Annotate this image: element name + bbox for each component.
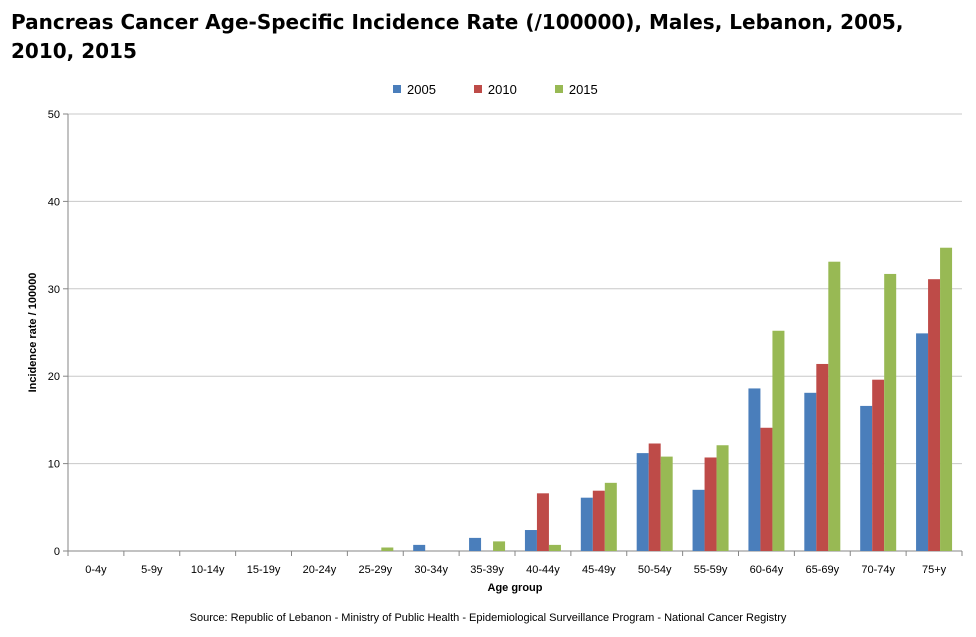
x-tick-label: 75+y <box>922 564 947 576</box>
bar-2010 <box>760 427 773 551</box>
legend: 2005 2010 2015 <box>393 80 636 98</box>
bar-2005 <box>748 388 761 551</box>
x-tick-label: 35-39y <box>470 564 504 576</box>
legend-label-2005: 2005 <box>407 81 436 97</box>
bar-2015 <box>716 445 729 551</box>
bar-2005 <box>916 333 929 551</box>
x-tick-label: 65-69y <box>805 564 839 576</box>
x-tick-label: 0-4y <box>85 564 107 576</box>
x-tick-label: 10-14y <box>191 564 225 576</box>
bar-2010 <box>704 457 717 551</box>
y-tick-label: 10 <box>48 459 60 471</box>
bar-2010 <box>872 379 885 551</box>
bar-2005 <box>524 530 537 551</box>
bar-2005 <box>580 497 593 551</box>
x-tick-label: 20-24y <box>303 564 337 576</box>
bar-2015 <box>884 273 897 551</box>
bar-2010 <box>592 490 605 551</box>
x-tick-label: 15-19y <box>247 564 281 576</box>
bar-2010 <box>816 363 829 551</box>
legend-item-2005: 2005 <box>393 82 436 97</box>
x-tick-label: 50-54y <box>638 564 672 576</box>
bar-2015 <box>381 547 394 551</box>
legend-swatch-2005 <box>393 85 401 93</box>
x-tick-label: 60-64y <box>750 564 784 576</box>
source-note: Source: Republic of Lebanon - Ministry o… <box>189 612 787 624</box>
bar-2005 <box>469 537 482 551</box>
x-tick-label: 5-9y <box>141 564 163 576</box>
bar-2005 <box>636 453 649 551</box>
x-tick-label: 45-49y <box>582 564 616 576</box>
legend-item-2015: 2015 <box>554 81 598 97</box>
x-tick-label: 70-74y <box>861 564 895 576</box>
y-tick-label: 0 <box>54 546 60 558</box>
bar-2010 <box>536 493 549 551</box>
bar-2015 <box>660 456 673 551</box>
x-tick-label: 40-44y <box>526 564 560 576</box>
bar-2015 <box>548 544 561 551</box>
bar-2015 <box>772 330 785 551</box>
x-axis-title: Age group <box>488 582 543 594</box>
y-tick-label: 30 <box>48 284 60 296</box>
bar-2015 <box>940 247 953 552</box>
x-tick-label: 55-59y <box>694 564 728 576</box>
bar-2005 <box>413 544 426 551</box>
bar-2015 <box>604 482 617 551</box>
bar-2005 <box>860 405 873 551</box>
x-tick-label: 30-34y <box>414 564 448 576</box>
legend-swatch-2010 <box>473 85 482 93</box>
y-tick-label: 40 <box>48 196 60 208</box>
bar-2015 <box>828 261 841 551</box>
legend-label-2015: 2015 <box>568 81 598 97</box>
bar-2005 <box>804 392 817 551</box>
bar-2010 <box>648 443 661 551</box>
x-tick-label: 25-29y <box>358 564 392 576</box>
y-tick-label: 50 <box>48 109 60 121</box>
y-axis-title: Incidence rate / 100000 <box>27 273 39 393</box>
legend-label-2010: 2010 <box>487 81 517 97</box>
legend-item-2010: 2010 <box>473 81 517 97</box>
bar-2010 <box>928 279 941 551</box>
chart-title: Pancreas Cancer Age-Specific Incidence R… <box>11 10 904 63</box>
legend-swatch-2015 <box>554 85 563 93</box>
y-tick-label: 20 <box>48 371 60 383</box>
bar-2005 <box>692 489 705 551</box>
bar-2015 <box>493 541 506 551</box>
